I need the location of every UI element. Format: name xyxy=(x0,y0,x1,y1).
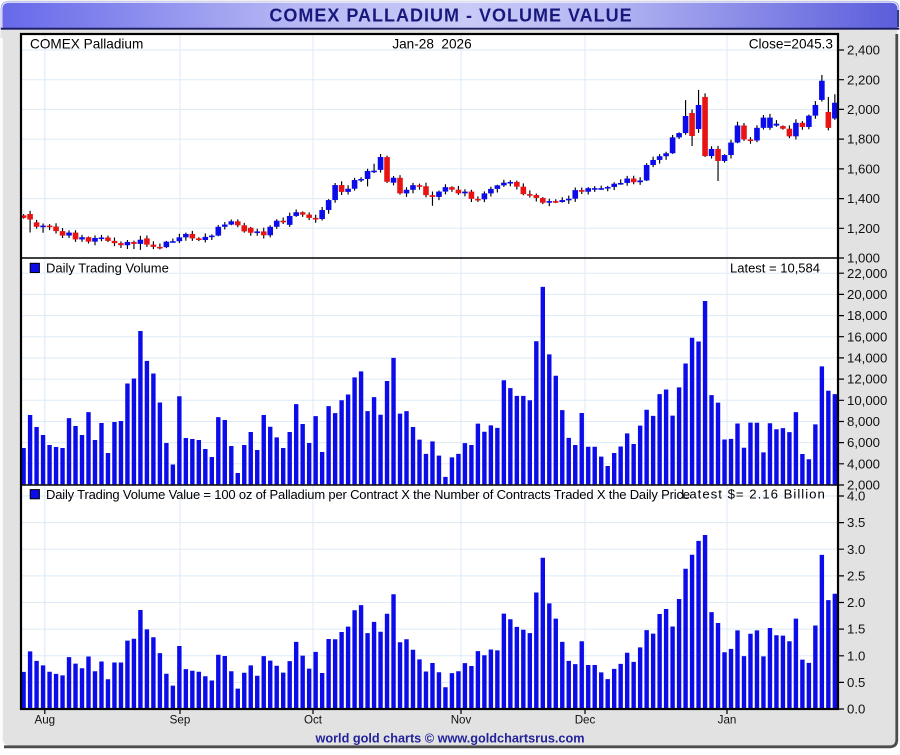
svg-text:20,000: 20,000 xyxy=(847,287,887,302)
svg-text:1,600: 1,600 xyxy=(847,162,880,177)
svg-text:2.5: 2.5 xyxy=(847,569,865,584)
svg-text:0.0: 0.0 xyxy=(847,702,865,717)
svg-text:1,800: 1,800 xyxy=(847,132,880,147)
svg-text:Oct: Oct xyxy=(304,714,323,727)
svg-text:1.5: 1.5 xyxy=(847,622,865,637)
svg-text:Dec: Dec xyxy=(575,714,596,727)
svg-text:1,200: 1,200 xyxy=(847,221,880,236)
svg-text:Nov: Nov xyxy=(451,714,472,727)
svg-text:2,400: 2,400 xyxy=(847,43,880,58)
svg-text:16,000: 16,000 xyxy=(847,329,887,344)
svg-text:Jan: Jan xyxy=(718,714,737,727)
svg-text:6,000: 6,000 xyxy=(847,435,880,450)
svg-text:Aug: Aug xyxy=(34,714,55,727)
svg-text:2.0: 2.0 xyxy=(847,595,865,610)
svg-text:1.0: 1.0 xyxy=(847,648,865,663)
svg-text:0.5: 0.5 xyxy=(847,675,865,690)
svg-text:2,200: 2,200 xyxy=(847,72,880,87)
svg-text:world gold charts © www.goldch: world gold charts © www.goldchartsrus.co… xyxy=(314,732,584,746)
svg-text:14,000: 14,000 xyxy=(847,351,887,366)
svg-text:Latest = 10,584: Latest = 10,584 xyxy=(730,261,820,276)
svg-text:3.5: 3.5 xyxy=(847,515,865,530)
svg-text:2,000: 2,000 xyxy=(847,478,880,493)
svg-text:Daily Trading Volume Value = 1: Daily Trading Volume Value = 100 oz of P… xyxy=(46,487,690,502)
svg-text:COMEX Palladium: COMEX Palladium xyxy=(30,37,143,52)
svg-text:Sep: Sep xyxy=(170,714,191,727)
svg-text:22,000: 22,000 xyxy=(847,266,887,281)
svg-text:COMEX PALLADIUM - VOLUME VALUE: COMEX PALLADIUM - VOLUME VALUE xyxy=(269,6,632,26)
svg-text:8,000: 8,000 xyxy=(847,414,880,429)
svg-text:Jan-28 2026: Jan-28 2026 xyxy=(392,37,471,52)
svg-text:12,000: 12,000 xyxy=(847,372,887,387)
svg-text:1,000: 1,000 xyxy=(847,251,880,266)
svg-text:Latest $= 2.16 Billion: Latest $= 2.16 Billion xyxy=(681,486,826,501)
svg-text:Close=2045.3: Close=2045.3 xyxy=(749,37,833,52)
svg-text:4,000: 4,000 xyxy=(847,456,880,471)
svg-text:4.0: 4.0 xyxy=(847,489,865,504)
svg-text:2,000: 2,000 xyxy=(847,102,880,117)
svg-text:Daily Trading Volume: Daily Trading Volume xyxy=(46,261,169,276)
svg-text:10,000: 10,000 xyxy=(847,393,887,408)
svg-text:3.0: 3.0 xyxy=(847,542,865,557)
svg-text:18,000: 18,000 xyxy=(847,308,887,323)
svg-text:1,400: 1,400 xyxy=(847,191,880,206)
